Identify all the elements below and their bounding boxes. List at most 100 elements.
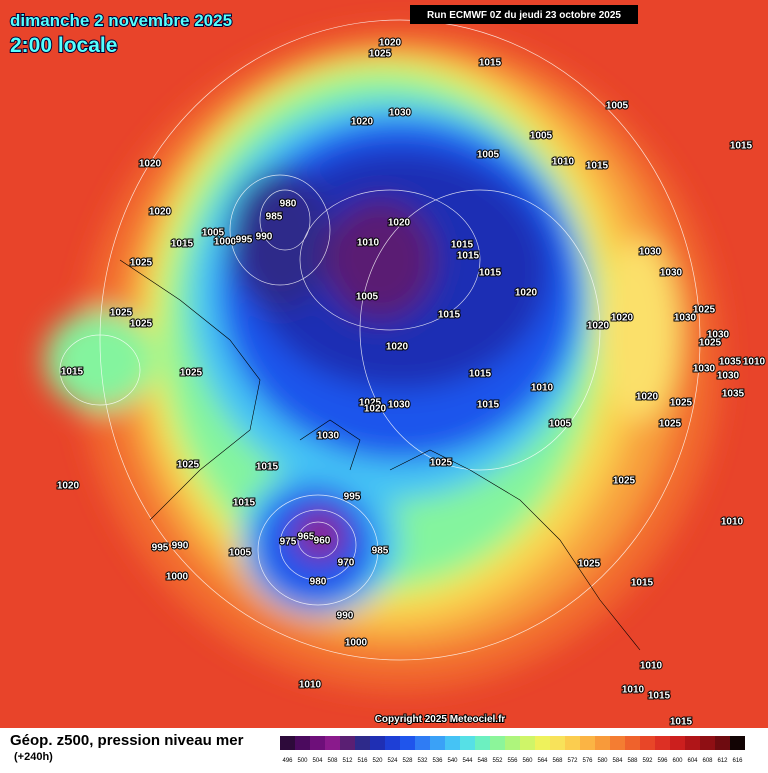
isobar-label: 1015 [670, 717, 693, 728]
colorbar-label: 512 [342, 758, 353, 764]
isobar-label: 1015 [438, 310, 461, 321]
isobar-label: 1015 [586, 161, 609, 172]
colorbar-label: 516 [357, 758, 368, 764]
isobar-label: 1025 [693, 305, 716, 316]
colorbar-label: 580 [597, 758, 608, 764]
isobar-label: 1010 [743, 357, 766, 368]
colorbar-label: 612 [717, 758, 728, 764]
z500-field [45, 30, 720, 690]
isobar-label: 1000 [214, 237, 237, 248]
isobar-label: 1015 [648, 691, 671, 702]
colorbar-cell [280, 736, 295, 750]
isobar-label: 1030 [707, 330, 730, 341]
isobar-label: 1020 [386, 342, 409, 353]
colorbar-label: 572 [567, 758, 578, 764]
isobar-label: 1015 [730, 141, 753, 152]
isobar-label: 1025 [177, 460, 200, 471]
isobar-label: 965 [298, 532, 315, 543]
isobar-label: 1025 [369, 49, 392, 60]
colorbar-label: 496 [282, 758, 293, 764]
isobar-label: 1020 [379, 38, 402, 49]
coastlines [119, 259, 641, 651]
colorbar-cell [580, 736, 595, 750]
isobar-label: 1025 [430, 458, 453, 469]
isobar-label: 995 [152, 543, 169, 554]
colorbar-label: 548 [477, 758, 488, 764]
colorbar-label: 576 [582, 758, 593, 764]
colorbar-cell [295, 736, 310, 750]
isobar-label: 1015 [61, 367, 84, 378]
isobar-label: 990 [256, 232, 273, 243]
colorbar-cell [475, 736, 490, 750]
isobar-label: 1010 [622, 685, 645, 696]
legend-lead: (+240h) [14, 751, 53, 763]
copyright: Copyright 2025 Meteociel.fr [375, 714, 506, 725]
colorbar-cell [445, 736, 460, 750]
isobar-label: 1025 [613, 476, 636, 487]
colorbar-label: 616 [732, 758, 743, 764]
isobar-label: 1015 [256, 462, 279, 473]
isobar-label: 1010 [531, 383, 554, 394]
isobar-label: 1030 [674, 313, 697, 324]
isobar-label: 1015 [477, 400, 500, 411]
isobar-label: 980 [310, 577, 327, 588]
isobar-label: 1030 [693, 364, 716, 375]
run-info: Run ECMWF 0Z du jeudi 23 octobre 2025 [427, 10, 621, 21]
isobar-label: 970 [338, 558, 355, 569]
isobar-label: 1005 [202, 228, 225, 239]
isobar-label: 1020 [139, 159, 162, 170]
isobar-label: 1025 [659, 419, 682, 430]
isobar-label: 1025 [110, 308, 133, 319]
isobar-label: 1005 [229, 548, 252, 559]
isobar-label: 1010 [721, 517, 744, 528]
isobar-label: 990 [172, 541, 189, 552]
colorbar-label: 504 [312, 758, 323, 764]
colorbar-label: 584 [612, 758, 623, 764]
isobar-label: 1030 [639, 247, 662, 258]
title: dimanche 2 novembre 2025 [10, 11, 232, 30]
isobar-label: 1015 [233, 498, 256, 509]
colorbar-label: 600 [672, 758, 683, 764]
colorbar-cell [715, 736, 730, 750]
isobar-label: 1025 [130, 319, 153, 330]
isobar-label: 960 [314, 536, 331, 547]
isobar-label: 995 [236, 235, 253, 246]
isobar-label: 1010 [299, 680, 322, 691]
isobar-label: 1020 [149, 207, 172, 218]
isobar-lines [59, 19, 701, 661]
colorbar-cell [520, 736, 535, 750]
colorbar-label: 540 [447, 758, 458, 764]
isobar-label: 1015 [171, 239, 194, 250]
colorbar-label: 528 [402, 758, 413, 764]
colorbar-cell [730, 736, 745, 750]
colorbar-cell [340, 736, 355, 750]
isobar-label: 1005 [356, 292, 379, 303]
colorbar-cell [370, 736, 385, 750]
colorbar-label: 568 [552, 758, 563, 764]
colorbar-label: 560 [522, 758, 533, 764]
subtitle: 2:00 locale [10, 34, 117, 57]
isobar-label: 1020 [587, 321, 610, 332]
isobar-label: 1015 [451, 240, 474, 251]
isobar-label: 1000 [345, 638, 368, 649]
isobar-label: 985 [266, 212, 283, 223]
isobar-label: 1000 [166, 572, 189, 583]
isobar-label: 1030 [660, 268, 683, 279]
colorbar-label: 556 [507, 758, 518, 764]
isobar-label: 975 [280, 537, 297, 548]
colorbar-label: 508 [327, 758, 338, 764]
colorbar-cell [490, 736, 505, 750]
isobar-label: 1030 [389, 108, 412, 119]
isobar-label: 1020 [636, 392, 659, 403]
colorbar-cell [415, 736, 430, 750]
isobar-label: 1005 [606, 101, 629, 112]
colorbar-label: 608 [702, 758, 713, 764]
colorbar-label: 532 [417, 758, 428, 764]
colorbar-cell [655, 736, 670, 750]
colorbar-label: 604 [687, 758, 698, 764]
colorbar-label: 500 [297, 758, 308, 764]
isobar-label: 990 [337, 611, 354, 622]
isobar-label: 1025 [180, 368, 203, 379]
isobar-label: 1030 [388, 400, 411, 411]
